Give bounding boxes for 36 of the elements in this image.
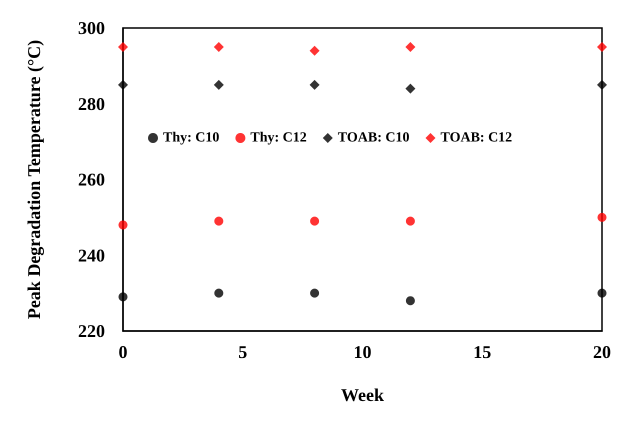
x-tick-label: 0 <box>118 342 128 362</box>
point <box>118 42 128 52</box>
y-axis-title: Peak Degradation Temperature (°C) <box>24 40 44 320</box>
point <box>214 80 224 90</box>
point <box>405 84 416 94</box>
point <box>118 220 128 230</box>
legend-label: Thy: C10 <box>163 130 220 146</box>
y-tick-label: 280 <box>78 94 105 114</box>
legend-label: TOAB: C10 <box>338 130 410 146</box>
x-tick-label: 15 <box>473 342 492 362</box>
point <box>310 80 320 90</box>
point <box>405 42 416 52</box>
point <box>597 42 607 52</box>
y-tick-label: 300 <box>78 18 105 38</box>
point <box>406 296 415 306</box>
point <box>214 288 224 298</box>
point <box>597 80 607 90</box>
x-tick-label: 10 <box>354 342 372 362</box>
point <box>310 216 320 226</box>
x-tick-label: 20 <box>593 342 611 362</box>
point <box>118 292 128 302</box>
y-tick-label: 220 <box>78 321 105 341</box>
legend-label: Thy: C12 <box>250 130 307 146</box>
point <box>214 216 224 226</box>
x-tick-label: 5 <box>238 342 248 362</box>
legend-label: TOAB: C12 <box>440 130 512 146</box>
x-axis-title: Week <box>341 385 384 405</box>
point <box>118 80 128 90</box>
point <box>310 288 320 298</box>
point <box>598 212 606 222</box>
point <box>310 46 320 56</box>
point <box>214 42 224 52</box>
point <box>406 216 415 226</box>
y-tick-label: 260 <box>78 170 105 190</box>
point <box>598 288 606 298</box>
y-tick-label: 240 <box>78 245 105 266</box>
